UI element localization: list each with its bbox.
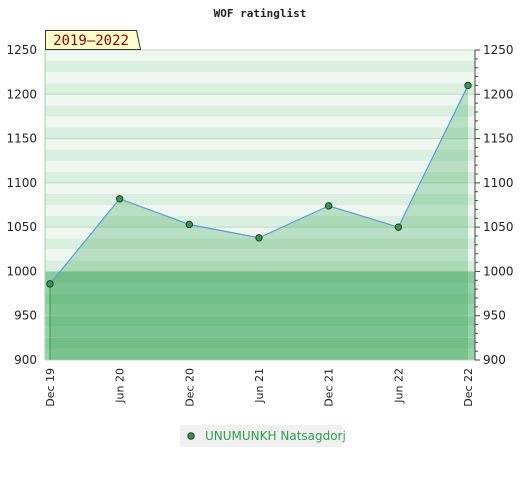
background-band [45, 216, 475, 228]
background-band [45, 193, 475, 205]
legend-box [180, 425, 342, 447]
background-band [45, 61, 475, 73]
background-band [45, 171, 475, 183]
background-band [45, 260, 475, 272]
legend-series-name: UNUMUNKH Natsagdorj [205, 429, 346, 443]
x-axis: Dec 19 Jun 20 Dec 20 Jun 21 Dec 21 Jun 22 Dec … [44, 368, 475, 407]
chart-title: WOF ratinglist [214, 7, 307, 20]
y-tick-label-left: 1050 [6, 220, 37, 234]
x-tick-label: Jun 20 [114, 368, 127, 404]
background-band [45, 116, 475, 128]
y-tick-label-left: 1200 [6, 87, 37, 101]
background-band [45, 227, 475, 239]
background-band [45, 83, 475, 95]
data-point [115, 195, 124, 203]
data-point [255, 234, 263, 242]
y-axis-left: 900 950 1000 1050 1100 1150 1200 1250 [6, 43, 37, 367]
background-band [45, 105, 475, 117]
data-point [185, 220, 194, 229]
y-tick-label-left: 1100 [6, 176, 37, 190]
x-tick-label: Dec 19 [44, 368, 57, 407]
background-band [45, 127, 475, 139]
y-tick-label-right: 950 [483, 309, 506, 323]
series-area-fill [50, 85, 468, 360]
background-band [45, 149, 475, 161]
y-tick-label-right: 1150 [483, 132, 514, 146]
background-band [45, 348, 475, 360]
background-band [45, 326, 475, 338]
data-point [46, 280, 54, 288]
x-tick-label: Jun 21 [253, 368, 266, 404]
background-band [45, 50, 475, 62]
data-point [464, 81, 472, 90]
y-tick-label-right: 1250 [483, 43, 514, 57]
y-tick-label-left: 1000 [6, 264, 37, 278]
series-markers [46, 81, 472, 288]
x-tick-label: Dec 21 [323, 368, 336, 407]
background-band [45, 72, 475, 84]
background-band [45, 282, 475, 294]
background-band [45, 238, 475, 250]
background-band [45, 94, 475, 106]
background-bands [45, 50, 475, 360]
y-tick-label-left: 950 [14, 309, 37, 323]
axes [44, 49, 480, 361]
background-band [45, 138, 475, 150]
y-tick-label-left: 900 [14, 353, 37, 367]
background-band [45, 271, 475, 283]
background-band [45, 304, 475, 316]
period-badge: 2019–2022 [45, 30, 142, 50]
y-tick-label-right: 1050 [483, 220, 514, 234]
y-tick-label-left: 1250 [6, 43, 37, 57]
y-axis-right: 900 950 1000 1050 1100 1150 1200 1250 [483, 43, 514, 367]
y-tick-label-left: 1150 [6, 132, 37, 146]
x-tick-label: Dec 22 [462, 368, 475, 407]
background-band [45, 160, 475, 172]
data-point [394, 223, 403, 231]
background-band [45, 337, 475, 349]
y-tick-label-right: 1200 [483, 87, 514, 101]
y-tick-label-right: 1100 [483, 176, 514, 190]
legend: UNUMUNKH Natsagdorj [180, 425, 346, 447]
background-band [45, 293, 475, 305]
period-label: 2019–2022 [53, 33, 129, 49]
background-band [45, 205, 475, 217]
data-point [324, 202, 333, 210]
background-band [45, 182, 475, 194]
x-tick-label: Jun 22 [392, 368, 405, 404]
y-tick-label-right: 900 [483, 353, 506, 367]
background-band [45, 315, 475, 327]
x-tick-label: Dec 20 [183, 368, 196, 407]
legend-marker-icon [187, 432, 195, 440]
background-band [45, 249, 475, 261]
y-tick-label-right: 1000 [483, 264, 514, 278]
period-badge-box [45, 30, 142, 50]
